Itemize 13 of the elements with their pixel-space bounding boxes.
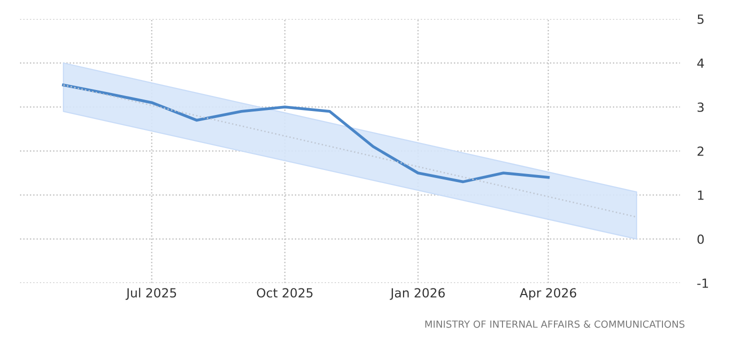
y-tick-label: 5 (698, 14, 704, 24)
x-tick-label: Oct 2025 (256, 288, 312, 298)
x-tick-label: Jan 2026 (390, 288, 445, 300)
y-tick-label: 1 (698, 190, 704, 200)
text: MINISTRY OF INTERNAL AFFAIRS & COMMUNICATIONS (425, 320, 684, 328)
x-tick-label: Jul 2025 (126, 288, 176, 300)
y-tick-label: 2 (698, 146, 704, 156)
y-tick-label: 4 (697, 58, 704, 68)
line-series (62, 84, 550, 184)
y-tick-label: 3 (698, 102, 704, 112)
y-tick-label: 0 (697, 234, 704, 244)
y-tick-label: -1 (697, 278, 708, 288)
x-tick-label: Apr 2026 (520, 288, 576, 300)
